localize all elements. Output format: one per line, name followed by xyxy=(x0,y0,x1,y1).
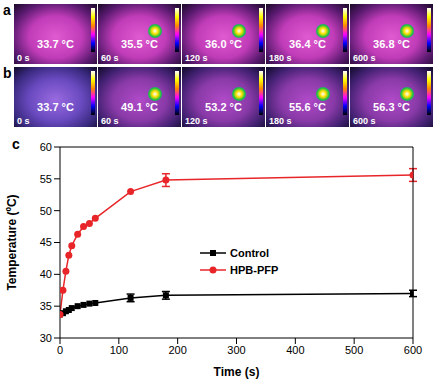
html-text:53.2 °C: 53.2 °C xyxy=(205,101,242,113)
html-text:33.7 °C: 33.7 °C xyxy=(37,38,74,50)
html-text:60 s: 60 s xyxy=(101,53,119,63)
svg-text:50: 50 xyxy=(40,205,52,217)
html-text:180 s: 180 s xyxy=(269,116,292,126)
html-text:36.4 °C: 36.4 °C xyxy=(289,38,326,50)
html-text:33.7 °C: 33.7 °C xyxy=(37,101,74,113)
svg-text:55: 55 xyxy=(40,173,52,185)
svg-text:0: 0 xyxy=(57,344,63,356)
html-text:55.6 °C: 55.6 °C xyxy=(289,101,326,113)
html-text:120 s: 120 s xyxy=(185,116,208,126)
svg-text:Time (s): Time (s) xyxy=(214,365,260,379)
html-text:c: c xyxy=(12,136,20,152)
html-text:600 s: 600 s xyxy=(353,53,376,63)
svg-text:45: 45 xyxy=(40,236,52,248)
html-text:120 s: 120 s xyxy=(185,53,208,63)
svg-text:300: 300 xyxy=(227,344,245,356)
svg-text:500: 500 xyxy=(345,344,363,356)
svg-text:60: 60 xyxy=(40,141,52,153)
html-text:35.5 °C: 35.5 °C xyxy=(121,38,158,50)
svg-text:Temperature (ºC): Temperature (ºC) xyxy=(5,194,19,290)
html-text:49.1 °C: 49.1 °C xyxy=(121,101,158,113)
svg-text:200: 200 xyxy=(168,344,186,356)
html-text:0 s: 0 s xyxy=(17,53,30,63)
html-text:HPB-PFP: HPB-PFP xyxy=(230,263,279,276)
html-text:56.3 °C: 56.3 °C xyxy=(373,101,410,113)
svg-text:600: 600 xyxy=(404,344,422,356)
svg-text:100: 100 xyxy=(110,344,128,356)
svg-text:30: 30 xyxy=(40,332,52,344)
svg-text:400: 400 xyxy=(286,344,304,356)
html-text:36.8 °C: 36.8 °C xyxy=(373,38,410,50)
html-text:0 s: 0 s xyxy=(17,116,30,126)
html-text:180 s: 180 s xyxy=(269,53,292,63)
html-text:Control: Control xyxy=(230,246,270,259)
html-text:b: b xyxy=(3,65,12,81)
html-text:a: a xyxy=(3,2,11,18)
html-text:36.0 °C: 36.0 °C xyxy=(205,38,242,50)
html-text:600 s: 600 s xyxy=(353,116,376,126)
svg-text:40: 40 xyxy=(40,268,52,280)
html-text:60 s: 60 s xyxy=(101,116,119,126)
svg-text:35: 35 xyxy=(40,300,52,312)
